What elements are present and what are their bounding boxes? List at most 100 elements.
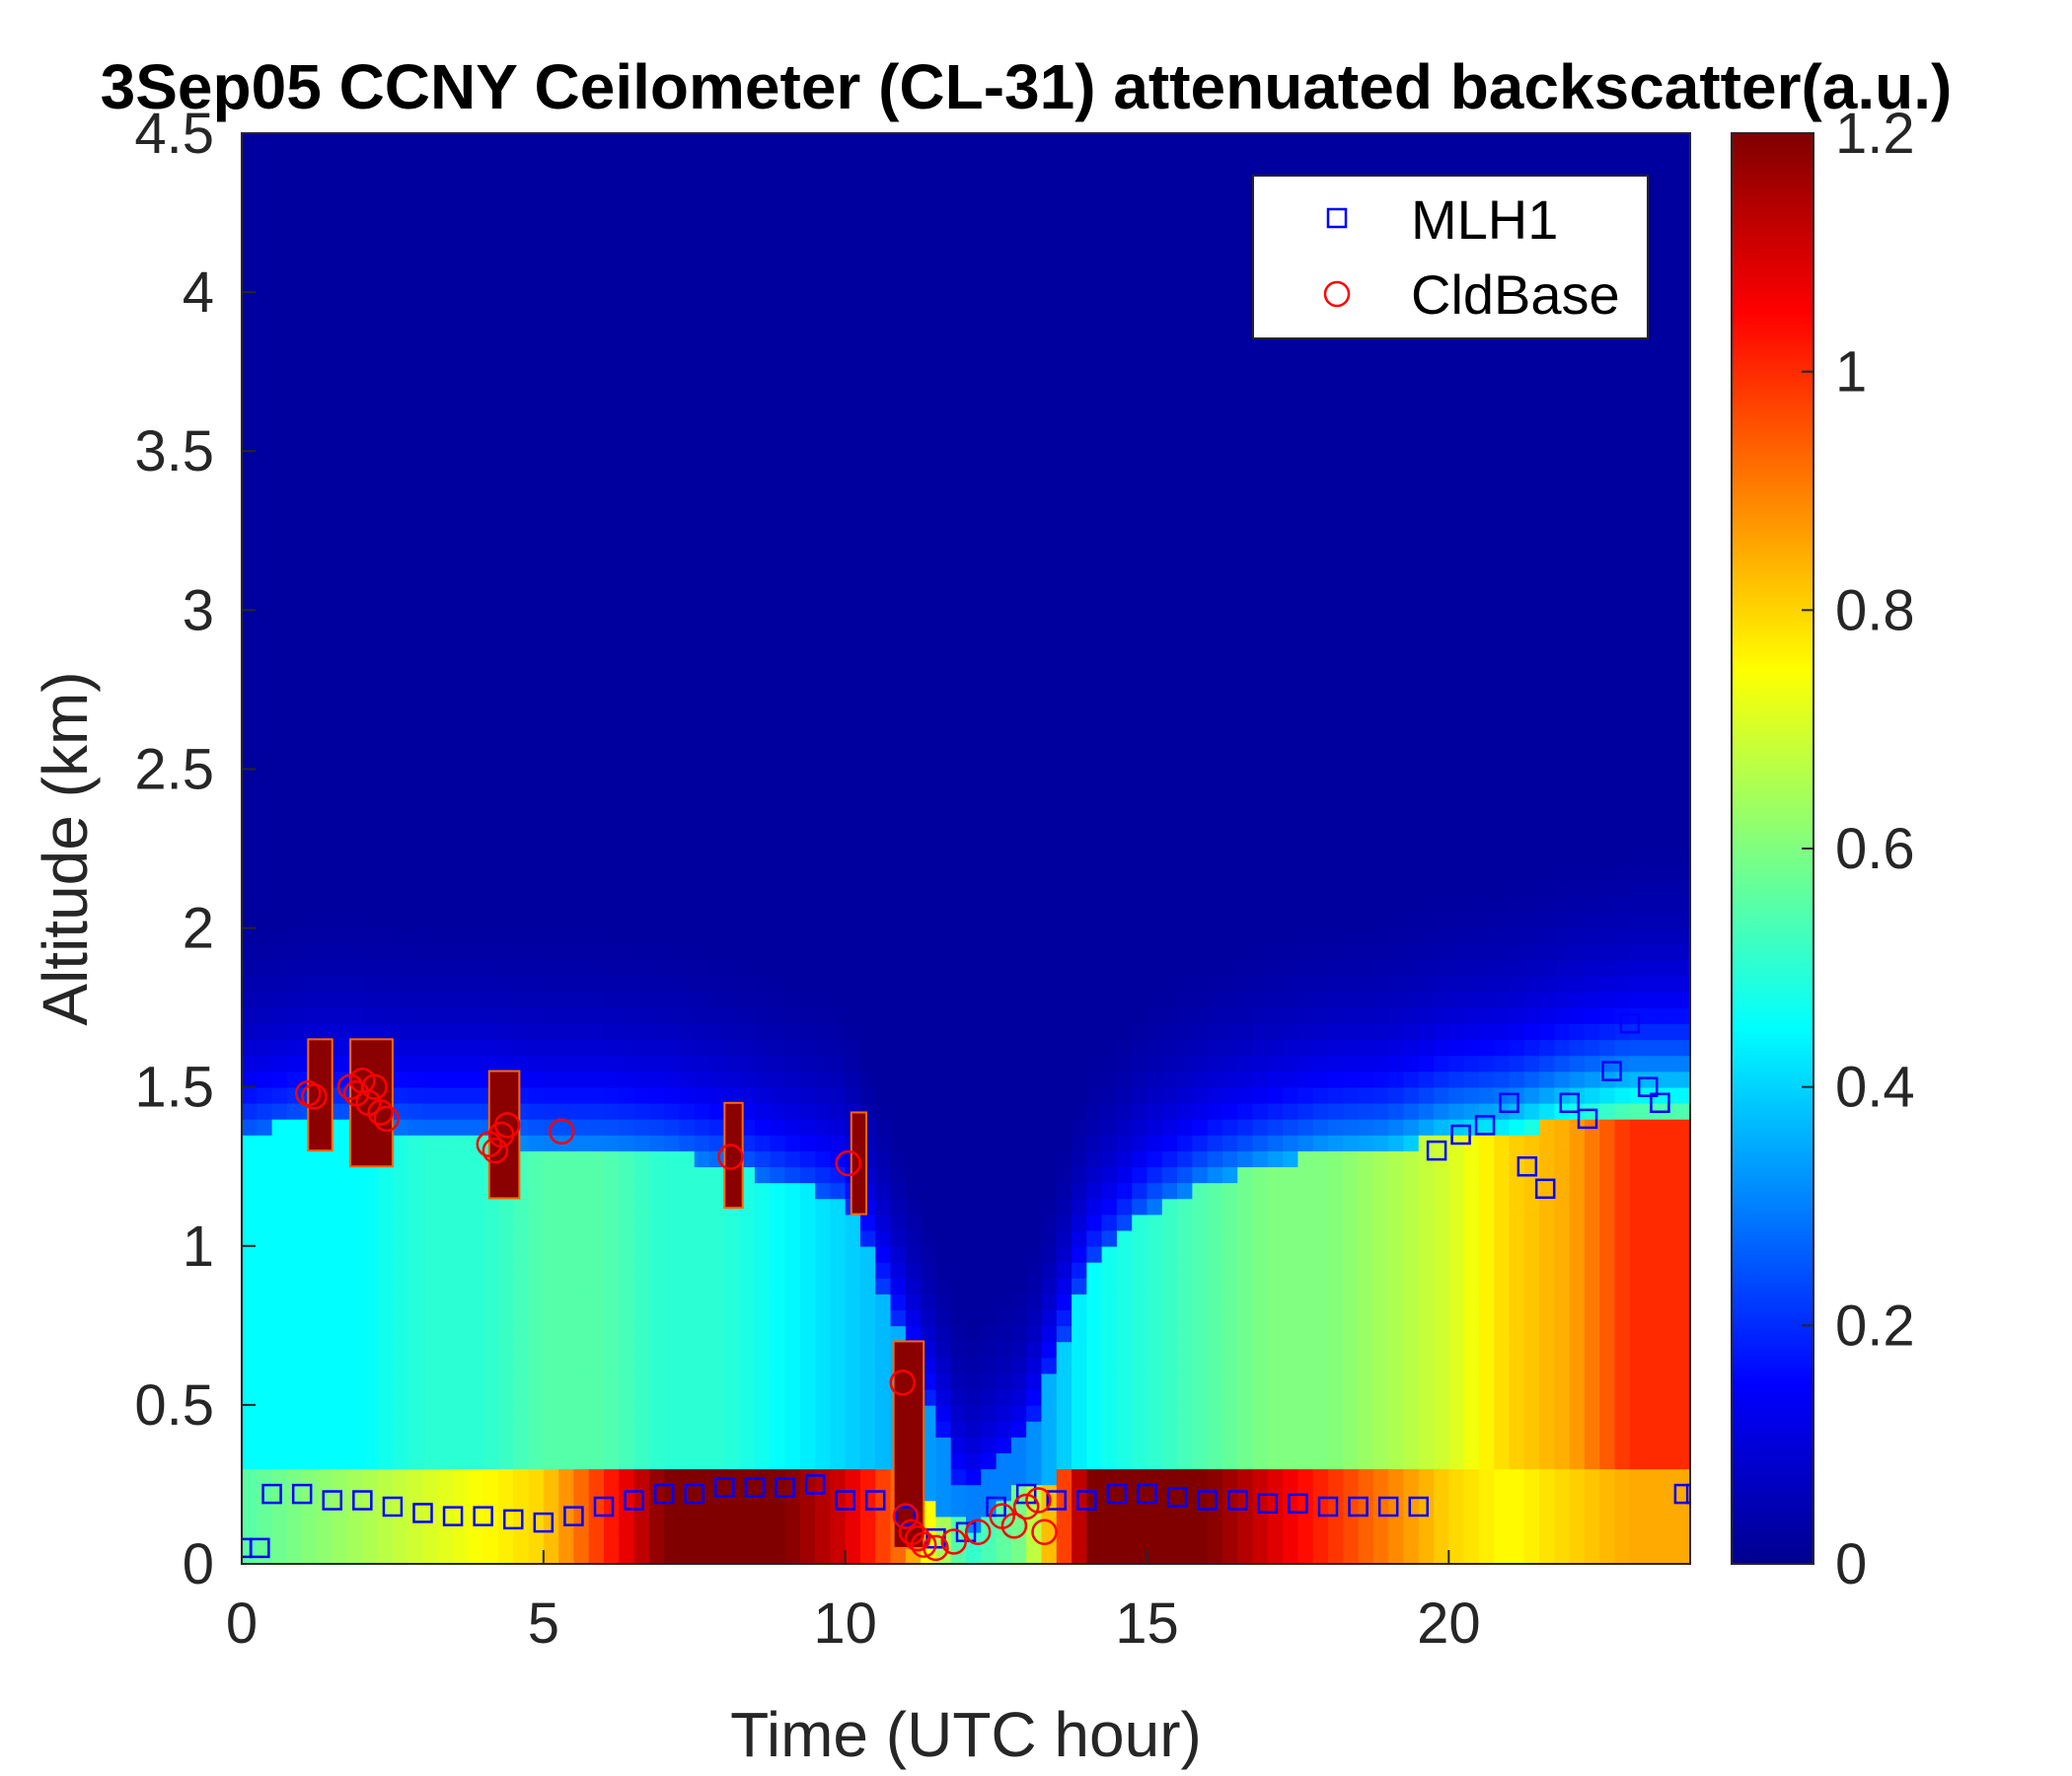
heatmap-cell [1041, 1452, 1058, 1470]
heatmap-cell [482, 403, 499, 420]
heatmap-cell [257, 1102, 273, 1120]
heatmap-cell [482, 292, 499, 310]
heatmap-cell [799, 482, 816, 500]
heatmap-cell [482, 1531, 499, 1549]
heatmap-cell [1041, 1404, 1058, 1422]
heatmap-cell [468, 880, 484, 898]
heatmap-cell [830, 419, 847, 436]
heatmap-cell [996, 1325, 1012, 1343]
heatmap-cell [286, 419, 303, 436]
heatmap-cell [935, 1294, 952, 1311]
heatmap-cell [648, 800, 665, 818]
heatmap-cell [1072, 1484, 1088, 1502]
heatmap-cell [528, 578, 545, 596]
heatmap-cell [815, 419, 832, 436]
heatmap-cell [407, 1547, 424, 1564]
heatmap-cell [1026, 594, 1043, 612]
heatmap-cell [257, 1135, 273, 1151]
heatmap-cell [935, 1039, 952, 1057]
heatmap-cell [588, 657, 605, 675]
heatmap-cell [422, 1547, 439, 1564]
heatmap-cell [694, 1102, 710, 1120]
heatmap-cell [996, 657, 1012, 675]
heatmap-cell [242, 626, 259, 643]
heatmap-cell [302, 1278, 319, 1295]
heatmap-cell [513, 1309, 530, 1327]
heatmap-cell [619, 259, 635, 277]
heatmap-cell [453, 1214, 470, 1231]
heatmap-cell [468, 1421, 484, 1438]
heatmap-cell [242, 482, 259, 500]
heatmap-cell [1056, 546, 1073, 563]
heatmap-cell [619, 1245, 635, 1263]
heatmap-cell [709, 880, 726, 898]
heatmap-cell [347, 498, 364, 516]
heatmap-cell [347, 324, 364, 341]
heatmap-cell [830, 1229, 847, 1247]
heatmap-cell [935, 212, 952, 230]
heatmap-cell [664, 784, 681, 802]
heatmap-cell [890, 1325, 907, 1343]
heatmap-cell [392, 1452, 409, 1470]
heatmap-cell [1041, 1150, 1058, 1168]
heatmap-cell [966, 1086, 983, 1104]
heatmap-cell [830, 1452, 847, 1470]
heatmap-cell [709, 1357, 726, 1374]
heatmap-cell [754, 657, 772, 675]
heatmap-cell [724, 259, 741, 277]
heatmap-cell [966, 864, 983, 882]
heatmap-cell [1072, 992, 1088, 1008]
heatmap-cell [724, 292, 741, 310]
heatmap-cell [1041, 1437, 1058, 1454]
heatmap-cell [302, 292, 319, 310]
heatmap-cell [619, 1325, 635, 1343]
heatmap-cell [422, 1531, 439, 1549]
heatmap-cell [694, 1404, 710, 1422]
heatmap-cell [317, 1309, 333, 1327]
heatmap-cell [1041, 259, 1058, 277]
heatmap-cell [332, 721, 348, 739]
heatmap-cell [302, 657, 319, 675]
heatmap-cell [513, 165, 530, 183]
heatmap-cell [573, 880, 590, 898]
heatmap-cell [739, 1357, 756, 1374]
heatmap-cell [966, 721, 983, 739]
heatmap-cell [709, 864, 726, 882]
heatmap-cell [453, 149, 470, 167]
heatmap-cell [1026, 435, 1043, 453]
heatmap-cell [573, 514, 590, 532]
heatmap-cell [679, 212, 696, 230]
heatmap-cell [1056, 753, 1073, 771]
heatmap-cell [468, 228, 484, 246]
heatmap-cell [1072, 927, 1088, 945]
heatmap-cell [302, 816, 319, 834]
heatmap-cell [302, 864, 319, 882]
heatmap-cell [996, 1261, 1012, 1279]
heatmap-cell [799, 355, 816, 373]
heatmap-cell [286, 1118, 303, 1136]
heatmap-cell [664, 324, 681, 341]
heatmap-cell [709, 1135, 726, 1151]
heatmap-cell [905, 530, 922, 548]
heatmap-cell [468, 530, 484, 548]
heatmap-cell [604, 165, 621, 183]
heatmap-cell [619, 943, 635, 961]
heatmap-cell [905, 578, 922, 596]
heatmap-cell [302, 165, 319, 183]
heatmap-cell [845, 1531, 861, 1549]
heatmap-cell [709, 1500, 726, 1517]
heatmap-cell [875, 1468, 892, 1486]
heatmap-cell [724, 419, 741, 436]
heatmap-cell [859, 1214, 877, 1231]
heatmap-cell [422, 1341, 439, 1359]
heatmap-cell [543, 705, 559, 722]
heatmap-cell [739, 403, 756, 420]
heatmap-cell [497, 212, 515, 230]
heatmap-cell [513, 1421, 530, 1438]
heatmap-cell [921, 1039, 937, 1057]
heatmap-cell [648, 212, 665, 230]
heatmap-cell [619, 1055, 635, 1073]
heatmap-cell [588, 1388, 605, 1406]
heatmap-cell [604, 784, 621, 802]
heatmap-cell [694, 705, 710, 722]
